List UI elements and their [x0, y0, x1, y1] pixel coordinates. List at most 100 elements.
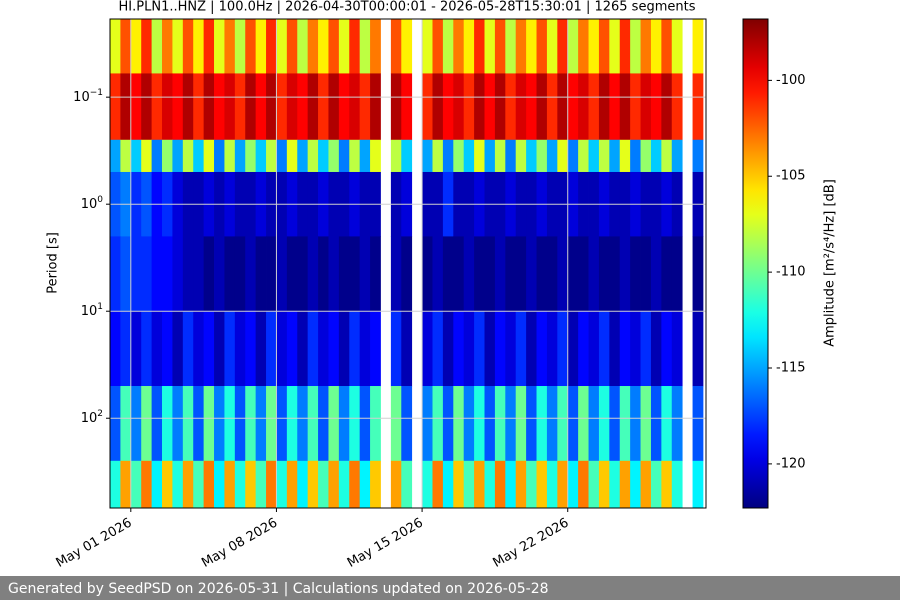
cell: [650, 73, 662, 141]
cell: [557, 236, 569, 312]
cell: [203, 73, 215, 141]
cell: [432, 311, 444, 387]
cell: [630, 311, 641, 387]
cell: [224, 460, 236, 508]
cell: [567, 73, 579, 141]
cell: [338, 460, 350, 508]
cell: [515, 139, 527, 173]
cell: [526, 19, 537, 74]
cell: [162, 73, 173, 141]
cell: [463, 386, 475, 462]
cell: [515, 19, 527, 74]
cell: [588, 73, 600, 141]
cell: [390, 139, 402, 173]
cell: [266, 460, 277, 508]
cell: [193, 19, 205, 74]
cell: [172, 236, 184, 312]
cell: [671, 139, 683, 173]
cell: [463, 311, 475, 387]
y-tick-label: 102: [81, 409, 103, 426]
cell: [120, 73, 132, 141]
cell: [588, 311, 600, 387]
cell: [630, 236, 641, 312]
cell: [557, 19, 569, 74]
cell: [141, 311, 153, 387]
cell: [598, 386, 610, 462]
footer-text: Generated by SeedPSD on 2026-05-31 | Cal…: [8, 581, 549, 597]
cell: [390, 460, 402, 508]
cell: [661, 460, 673, 508]
cell: [338, 139, 350, 173]
cell: [193, 139, 205, 173]
y-tick-label: 10−1: [73, 88, 103, 105]
cell: [338, 236, 350, 312]
cell: [203, 460, 215, 508]
cell: [432, 73, 444, 141]
cell: [172, 139, 184, 173]
cell: [598, 311, 610, 387]
cell: [276, 139, 288, 173]
cell: [640, 386, 652, 462]
cell: [442, 386, 454, 462]
cell: [432, 139, 444, 173]
cell: [661, 73, 673, 141]
cell: [130, 386, 142, 462]
cell: [297, 386, 309, 462]
cell: [276, 386, 288, 462]
cell: [557, 460, 569, 508]
cell: [151, 19, 163, 74]
cell: [494, 460, 506, 508]
cell: [432, 386, 444, 462]
cell: [494, 73, 506, 141]
cell: [203, 311, 215, 387]
cell: [266, 236, 277, 312]
cell: [546, 139, 558, 173]
cell: [650, 311, 662, 387]
cell: [276, 19, 288, 74]
cell: [390, 386, 402, 462]
cell: [234, 139, 246, 173]
cell: [484, 73, 496, 141]
cell: [442, 73, 454, 141]
cell: [359, 460, 371, 508]
cell: [557, 386, 569, 462]
cell: [318, 460, 329, 508]
cell: [401, 386, 413, 462]
cell: [505, 73, 517, 141]
cell: [151, 311, 163, 387]
cell: [172, 311, 184, 387]
cell: [536, 311, 548, 387]
cell: [370, 386, 381, 462]
colorbar-tick-label: -120: [776, 456, 806, 471]
cell: [214, 73, 225, 141]
cell: [224, 386, 236, 462]
cell: [401, 236, 413, 312]
cell: [276, 311, 288, 387]
cell: [214, 19, 225, 74]
cell: [598, 73, 610, 141]
cell: [359, 386, 371, 462]
cell: [526, 236, 537, 312]
cell: [234, 311, 246, 387]
cell: [390, 73, 402, 141]
cell: [484, 460, 496, 508]
cell: [182, 386, 194, 462]
cell: [255, 311, 267, 387]
colorbar-tick-label: -115: [776, 361, 806, 376]
cell: [328, 311, 340, 387]
cell: [546, 19, 558, 74]
cell: [422, 236, 433, 312]
cell: [370, 73, 381, 141]
cell: [245, 19, 257, 74]
cell: [546, 386, 558, 462]
cell: [120, 139, 132, 173]
cell: [182, 19, 194, 74]
cell: [650, 460, 662, 508]
cell: [588, 236, 600, 312]
x-tick-label: May 08 2026: [199, 516, 280, 571]
cell: [307, 73, 319, 141]
cell: [162, 460, 173, 508]
cell: [224, 73, 236, 141]
cell: [255, 73, 267, 141]
cell: [286, 460, 298, 508]
